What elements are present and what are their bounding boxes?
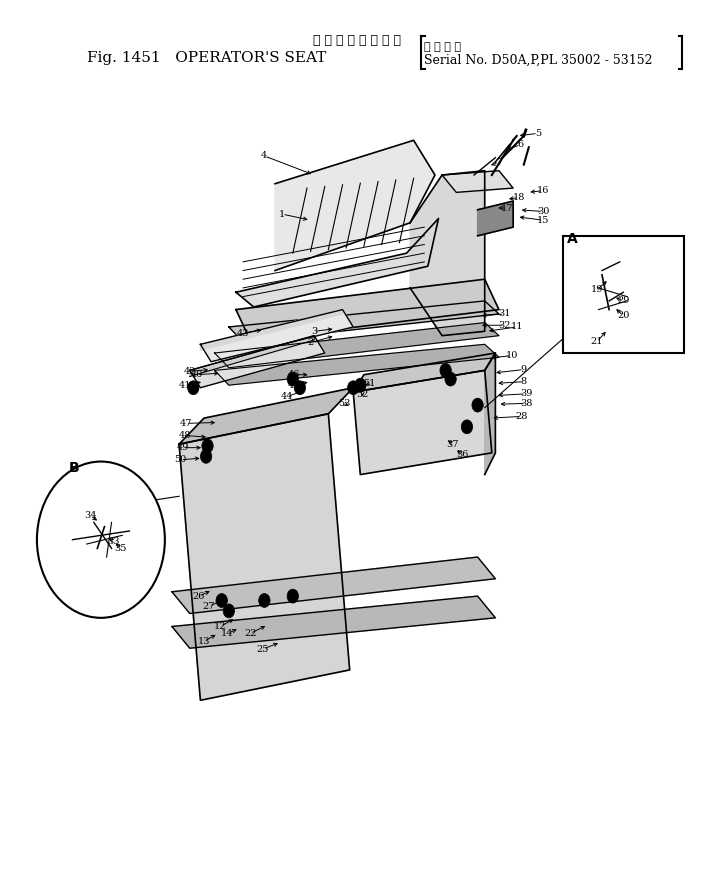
Circle shape xyxy=(188,381,199,395)
Text: 13: 13 xyxy=(198,637,210,645)
Polygon shape xyxy=(236,280,499,340)
Text: 4: 4 xyxy=(261,152,267,160)
Text: 34: 34 xyxy=(84,511,97,520)
Text: 5: 5 xyxy=(535,129,541,138)
Text: 49: 49 xyxy=(176,443,189,452)
Text: 31: 31 xyxy=(498,309,511,319)
Text: 39: 39 xyxy=(520,389,532,398)
Polygon shape xyxy=(179,388,353,444)
Polygon shape xyxy=(172,596,495,648)
Text: 53: 53 xyxy=(338,399,350,408)
Text: 19: 19 xyxy=(591,285,603,294)
Text: 33: 33 xyxy=(108,537,120,546)
Text: 25: 25 xyxy=(257,645,269,653)
Polygon shape xyxy=(485,353,495,475)
Polygon shape xyxy=(201,309,353,361)
Text: A: A xyxy=(566,232,577,246)
Text: 38: 38 xyxy=(520,399,532,408)
Text: 51: 51 xyxy=(364,379,376,388)
Text: 18: 18 xyxy=(513,193,525,202)
Text: 41: 41 xyxy=(179,381,191,389)
Polygon shape xyxy=(214,344,499,385)
Circle shape xyxy=(37,462,165,618)
Text: 11: 11 xyxy=(511,322,523,332)
Text: 43: 43 xyxy=(237,328,250,338)
Text: 35: 35 xyxy=(115,544,127,553)
Circle shape xyxy=(201,449,212,463)
Text: 42: 42 xyxy=(184,367,196,375)
Text: 45: 45 xyxy=(288,381,300,389)
Text: 17: 17 xyxy=(501,204,513,213)
Text: B: B xyxy=(69,461,80,475)
Text: 9: 9 xyxy=(521,365,527,374)
Polygon shape xyxy=(201,309,343,350)
Circle shape xyxy=(440,363,451,377)
Text: 30: 30 xyxy=(537,207,549,216)
Polygon shape xyxy=(353,370,492,475)
Circle shape xyxy=(201,439,213,453)
Polygon shape xyxy=(442,171,513,192)
Text: 15: 15 xyxy=(537,216,549,225)
Circle shape xyxy=(259,593,270,607)
Text: 29: 29 xyxy=(617,296,630,306)
Circle shape xyxy=(472,398,483,412)
Text: 14: 14 xyxy=(221,629,234,638)
Text: 20: 20 xyxy=(617,311,630,321)
Text: 52: 52 xyxy=(356,390,369,399)
Text: 1: 1 xyxy=(279,210,285,219)
Circle shape xyxy=(223,604,234,618)
Polygon shape xyxy=(353,353,495,392)
Circle shape xyxy=(287,589,298,603)
Polygon shape xyxy=(229,300,499,341)
Polygon shape xyxy=(179,414,350,700)
Polygon shape xyxy=(190,335,314,376)
Text: 2: 2 xyxy=(308,338,314,348)
Text: 44: 44 xyxy=(281,392,293,401)
Bar xyxy=(563,236,684,353)
Circle shape xyxy=(287,372,298,386)
Text: 26: 26 xyxy=(193,591,205,601)
Circle shape xyxy=(348,381,359,395)
Text: 36: 36 xyxy=(456,450,468,459)
Circle shape xyxy=(216,593,227,607)
Circle shape xyxy=(355,378,366,392)
Circle shape xyxy=(294,381,305,395)
Text: 21: 21 xyxy=(591,337,603,347)
Text: オ ペ レ ー タ シ ー ト: オ ペ レ ー タ シ ー ト xyxy=(313,34,401,47)
Polygon shape xyxy=(214,322,499,368)
Polygon shape xyxy=(190,335,325,388)
Text: 48: 48 xyxy=(179,431,191,440)
Text: 7: 7 xyxy=(495,158,502,166)
Text: Fig. 1451   OPERATOR'S SEAT: Fig. 1451 OPERATOR'S SEAT xyxy=(87,51,326,64)
Text: 12: 12 xyxy=(214,622,227,631)
Text: 32: 32 xyxy=(498,321,511,330)
Polygon shape xyxy=(236,219,439,307)
Text: 3: 3 xyxy=(311,327,317,336)
Text: 6: 6 xyxy=(517,140,523,149)
Text: 37: 37 xyxy=(447,440,459,449)
Text: 適 用 号 機: 適 用 号 機 xyxy=(424,42,461,51)
Text: 10: 10 xyxy=(505,351,518,360)
Text: Serial No. D50A,P,PL 35002 - 53152: Serial No. D50A,P,PL 35002 - 53152 xyxy=(424,54,652,67)
Text: 16: 16 xyxy=(537,186,549,195)
Text: 27: 27 xyxy=(203,602,215,611)
Text: 22: 22 xyxy=(244,629,257,638)
Polygon shape xyxy=(410,171,485,335)
Text: 50: 50 xyxy=(174,456,186,464)
Polygon shape xyxy=(172,557,495,613)
Polygon shape xyxy=(275,140,435,271)
Circle shape xyxy=(445,372,456,386)
Circle shape xyxy=(461,420,473,434)
Text: 46: 46 xyxy=(288,370,300,379)
Text: 40: 40 xyxy=(191,370,203,379)
Text: 28: 28 xyxy=(516,412,528,421)
Polygon shape xyxy=(478,201,513,236)
Text: 8: 8 xyxy=(521,377,527,386)
Text: 47: 47 xyxy=(180,419,192,428)
